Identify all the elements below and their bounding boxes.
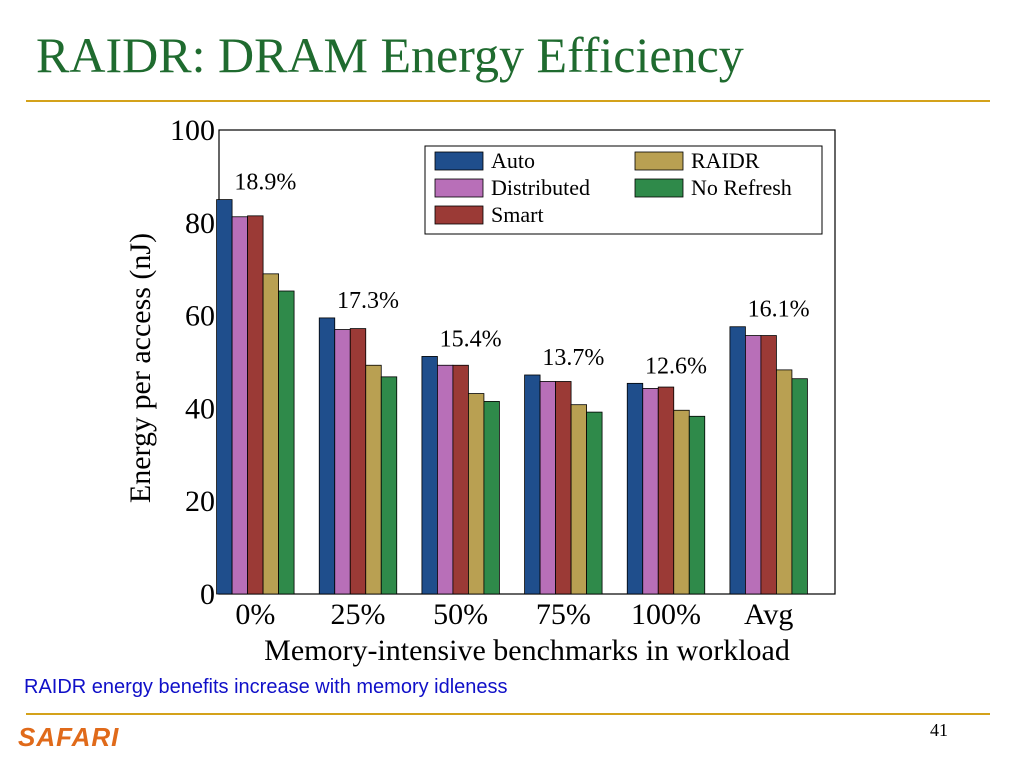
x-tick-label: 100% bbox=[631, 598, 701, 631]
energy-bar-chart: 0 20 40 60 80 100 0% 18.9% 25% 17.3% 50% 15.4% 75% 13… bbox=[124, 114, 836, 667]
bar-distributed bbox=[642, 388, 659, 595]
bar-no-refresh bbox=[791, 378, 808, 595]
page-number: 41 bbox=[930, 720, 948, 740]
bar-auto bbox=[216, 199, 233, 595]
y-axis-label: Energy per access (nJ) bbox=[124, 233, 157, 503]
bar-auto bbox=[626, 382, 644, 595]
bar-auto bbox=[729, 326, 746, 595]
bar-auto bbox=[318, 317, 336, 595]
bar-smart bbox=[247, 215, 264, 595]
bar-annotation: 18.9% bbox=[234, 170, 296, 196]
bar-auto bbox=[524, 374, 541, 595]
bar-distributed bbox=[745, 335, 762, 595]
slide-caption: RAIDR energy benefits increase with memo… bbox=[24, 676, 508, 698]
legend-box bbox=[424, 145, 823, 235]
x-tick-label: 25% bbox=[331, 598, 386, 631]
bar-no-refresh bbox=[586, 411, 603, 595]
bar-no-refresh bbox=[483, 401, 500, 595]
footer-divider bbox=[26, 713, 990, 715]
bar-smart bbox=[760, 335, 777, 595]
bar-annotation: 16.1% bbox=[748, 297, 810, 323]
bar-smart bbox=[657, 386, 675, 595]
y-tick-label: 40 bbox=[185, 392, 215, 425]
legend-label: Distributed bbox=[491, 175, 590, 200]
legend-swatch-auto bbox=[434, 151, 484, 171]
bar-raidr bbox=[776, 369, 793, 595]
bar-no-refresh bbox=[278, 290, 295, 595]
x-tick-label: 75% bbox=[536, 598, 591, 631]
bar-distributed bbox=[437, 364, 454, 595]
y-tick-label: 20 bbox=[185, 485, 215, 518]
y-tick-label: 100 bbox=[170, 114, 215, 147]
y-tick-label: 80 bbox=[185, 207, 215, 240]
slide-title: RAIDR: DRAM Energy Efficiency bbox=[36, 27, 744, 83]
bar-distributed bbox=[334, 329, 351, 595]
bar-raidr bbox=[262, 273, 279, 595]
y-tick-label: 0 bbox=[200, 578, 215, 611]
x-tick-label: 0% bbox=[235, 598, 275, 631]
bar-smart bbox=[555, 381, 572, 595]
bar-smart bbox=[452, 364, 469, 595]
legend-label: RAIDR bbox=[691, 148, 760, 173]
legend-label: Auto bbox=[491, 148, 535, 173]
bar-distributed bbox=[539, 381, 556, 595]
legend-label: No Refresh bbox=[691, 175, 792, 200]
x-tick-label: 50% bbox=[433, 598, 488, 631]
bar-raidr bbox=[673, 409, 690, 595]
bar-distributed bbox=[231, 216, 248, 595]
bar-no-refresh bbox=[688, 415, 706, 595]
title-divider bbox=[26, 100, 990, 102]
bar-annotation: 12.6% bbox=[645, 353, 707, 379]
legend-swatch-distributed bbox=[434, 178, 484, 198]
x-axis-label: Memory-intensive benchmarks in workload bbox=[264, 634, 790, 667]
bar-auto bbox=[421, 356, 438, 595]
bar-raidr bbox=[570, 404, 587, 595]
bar-annotation: 13.7% bbox=[542, 345, 604, 371]
bar-smart bbox=[349, 328, 367, 595]
legend-swatch-no-refresh bbox=[634, 178, 684, 198]
y-tick-label: 60 bbox=[185, 300, 215, 333]
legend-label: Smart bbox=[491, 202, 544, 227]
legend-swatch-raidr bbox=[634, 151, 684, 171]
bar-annotation: 17.3% bbox=[337, 288, 399, 314]
legend-swatch-smart bbox=[434, 205, 484, 225]
x-tick-label: Avg bbox=[744, 598, 793, 631]
bar-annotation: 15.4% bbox=[440, 326, 502, 352]
safari-logo: SAFARI bbox=[18, 722, 120, 752]
bar-no-refresh bbox=[380, 376, 398, 595]
bar-raidr bbox=[365, 364, 382, 595]
bar-raidr bbox=[468, 393, 485, 595]
